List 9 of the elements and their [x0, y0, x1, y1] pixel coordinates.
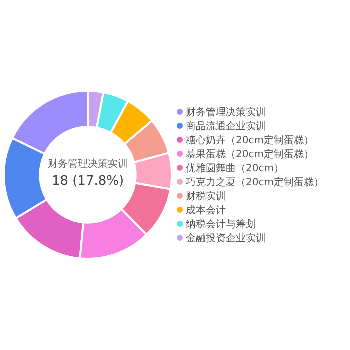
legend-label: 财税实训 [186, 190, 226, 202]
legend-label: 优雅圆舞曲（20cm） [186, 162, 284, 174]
legend-label: 商品流通企业实训 [186, 120, 266, 132]
text: 财务管理决策实训 [48, 158, 128, 170]
legend-label: 财务管理决策实训 [186, 106, 266, 118]
legend-label: 成本会计 [186, 204, 226, 216]
text: 18 (17.8%) [52, 174, 124, 189]
legend-label: 金融投资企业实训 [186, 232, 266, 244]
legend-label: 纳税会计与筹划 [186, 218, 256, 230]
